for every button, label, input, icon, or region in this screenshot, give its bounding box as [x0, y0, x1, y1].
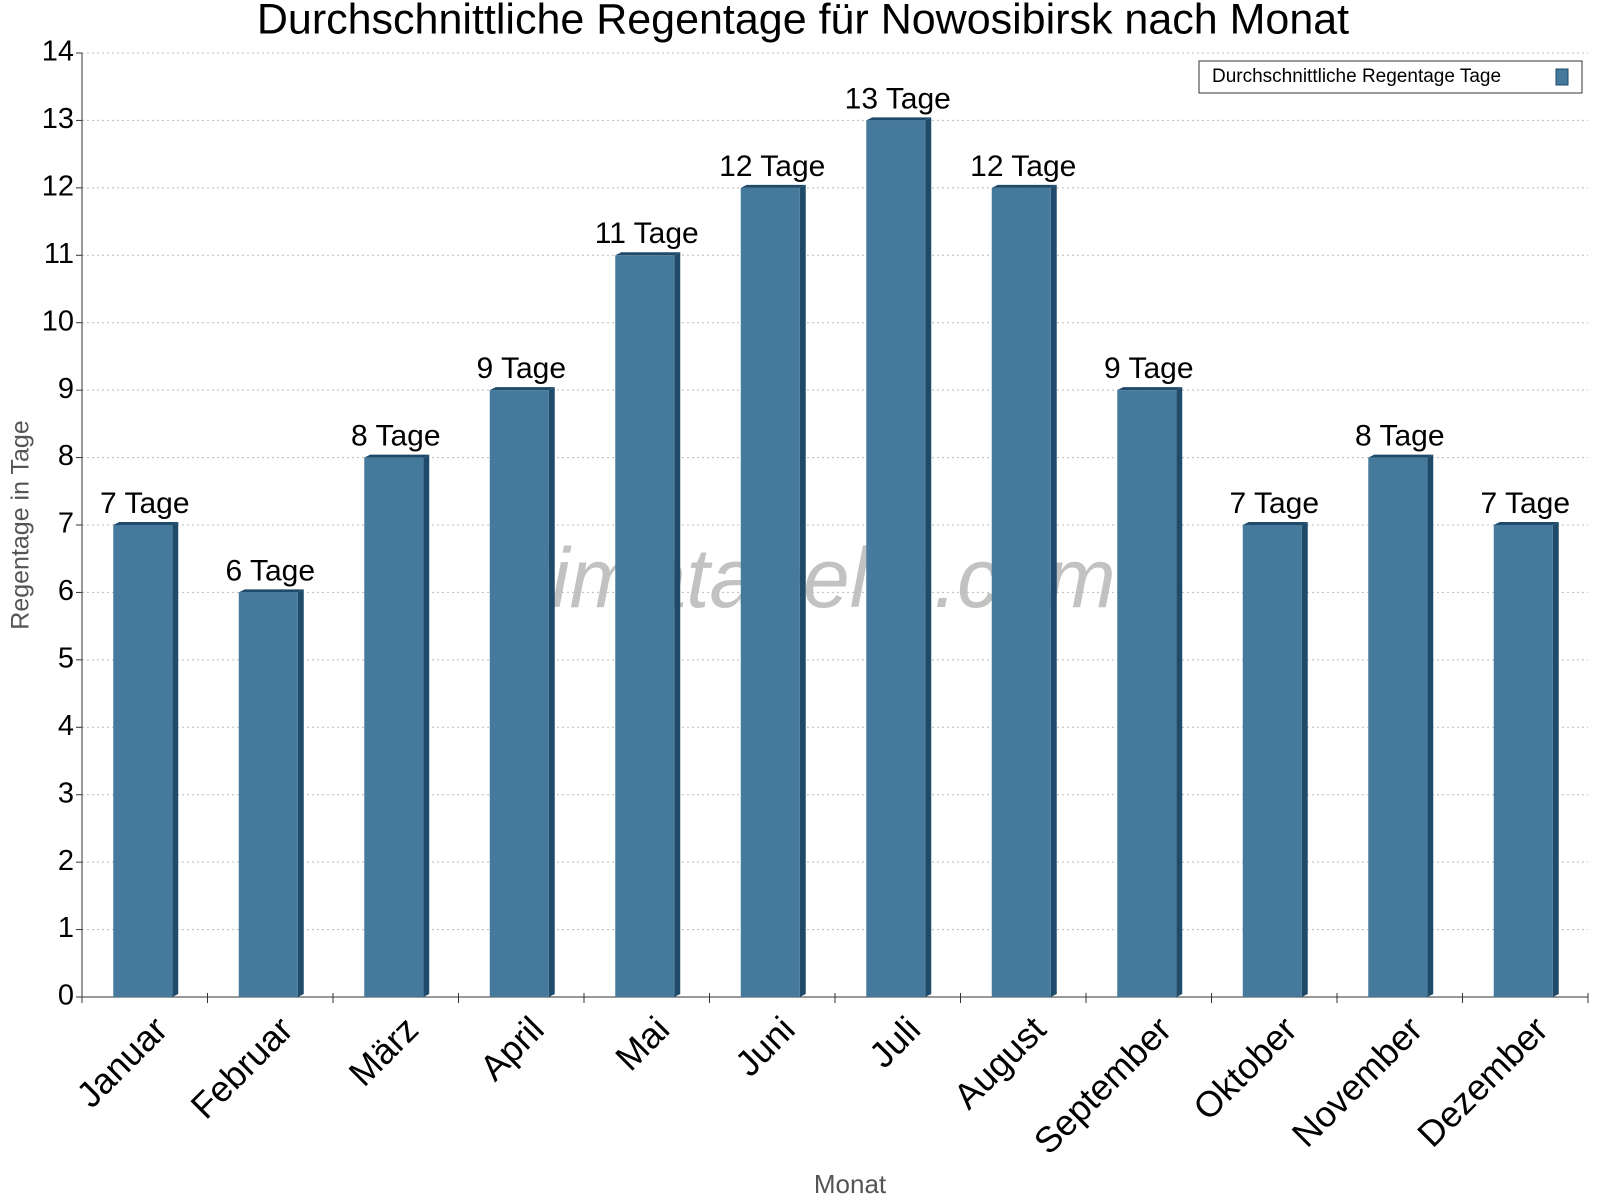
- data-label: 12 Tage: [970, 150, 1076, 183]
- x-tick-label: April: [472, 1008, 552, 1088]
- legend-swatch: [1555, 68, 1569, 86]
- y-tick-label: 9: [58, 373, 74, 405]
- bar-side: [423, 454, 430, 998]
- bar: [1117, 390, 1177, 998]
- y-tick-label: 8: [58, 440, 74, 472]
- data-label: 8 Tage: [1355, 419, 1445, 452]
- bar-side: [674, 252, 681, 998]
- y-tick-label: 3: [58, 777, 74, 809]
- bar: [866, 120, 926, 997]
- bar-top: [1493, 522, 1559, 525]
- data-label: 12 Tage: [719, 150, 825, 183]
- bar: [615, 255, 675, 998]
- data-label: 7 Tage: [1480, 487, 1570, 520]
- bar-top: [364, 454, 430, 458]
- y-tick-label: 0: [58, 980, 74, 1012]
- data-label: 7 Tage: [1229, 487, 1319, 520]
- x-tick-label: September: [1026, 1008, 1180, 1162]
- bar-top: [991, 184, 1057, 188]
- x-tick-label: August: [945, 1008, 1053, 1116]
- bar: [364, 457, 424, 998]
- y-tick-label: 12: [42, 171, 74, 203]
- bar: [1368, 457, 1428, 998]
- bar-side: [297, 589, 304, 997]
- y-axis-title: Regentage in Tage: [7, 420, 35, 629]
- data-label: 9 Tage: [1104, 352, 1194, 385]
- data-label: 7 Tage: [100, 487, 190, 520]
- bar-side: [172, 522, 179, 997]
- bar: [1242, 525, 1302, 997]
- bar-top: [615, 252, 681, 256]
- bar: [1493, 525, 1553, 997]
- x-tick-label: November: [1284, 1008, 1430, 1154]
- x-tick-label: Juni: [727, 1008, 803, 1084]
- bar-side: [1552, 522, 1559, 997]
- bar-top: [1242, 522, 1308, 525]
- y-tick-label: 13: [42, 103, 74, 135]
- data-label: 8 Tage: [351, 419, 441, 452]
- bar-top: [740, 184, 806, 188]
- bar-side: [1427, 454, 1434, 998]
- bar: [113, 525, 173, 997]
- x-tick-label: Mai: [607, 1008, 677, 1078]
- bar-side: [1050, 184, 1057, 997]
- bar-side: [548, 387, 555, 998]
- data-label: 6 Tage: [225, 554, 315, 587]
- x-axis-title: Monat: [814, 1169, 887, 1199]
- bar-side: [925, 117, 932, 997]
- y-tick-label: 11: [44, 238, 74, 270]
- y-tick-label: 7: [58, 508, 74, 540]
- x-tick-label: Februar: [183, 1008, 301, 1126]
- bar-top: [238, 589, 304, 593]
- bar-top: [866, 117, 932, 121]
- bar-top: [489, 387, 555, 391]
- bar: [489, 390, 549, 998]
- bar-top: [113, 522, 179, 525]
- x-tick-label: Januar: [68, 1008, 175, 1115]
- bar: [740, 187, 800, 997]
- bar: [991, 187, 1051, 997]
- bar-top: [1368, 454, 1434, 458]
- bar-side: [1176, 387, 1183, 998]
- x-tick-label: Juli: [861, 1008, 928, 1075]
- legend-box: [1198, 60, 1583, 94]
- y-tick-label: 2: [58, 845, 74, 877]
- bar: [238, 592, 298, 997]
- y-tick-label: 1: [58, 912, 74, 944]
- chart-title: Durchschnittliche Regentage für Nowosibi…: [257, 0, 1349, 43]
- bar-side: [1301, 522, 1308, 997]
- y-tick-label: 4: [58, 710, 74, 742]
- data-label: 13 Tage: [845, 82, 951, 115]
- data-label: 9 Tage: [476, 352, 566, 385]
- x-tick-label: Dezember: [1409, 1008, 1555, 1154]
- y-tick-label: 10: [42, 305, 74, 337]
- legend-label: Durchschnittliche Regentage Tage: [1212, 66, 1501, 87]
- y-tick-label: 14: [42, 36, 74, 68]
- bar-side: [799, 184, 806, 997]
- data-label: 11 Tage: [595, 217, 699, 250]
- y-tick-label: 6: [58, 575, 74, 607]
- y-tick-label: 5: [58, 643, 74, 675]
- x-tick-label: März: [341, 1008, 427, 1094]
- x-tick-label: Oktober: [1185, 1008, 1305, 1128]
- bar-top: [1117, 387, 1183, 391]
